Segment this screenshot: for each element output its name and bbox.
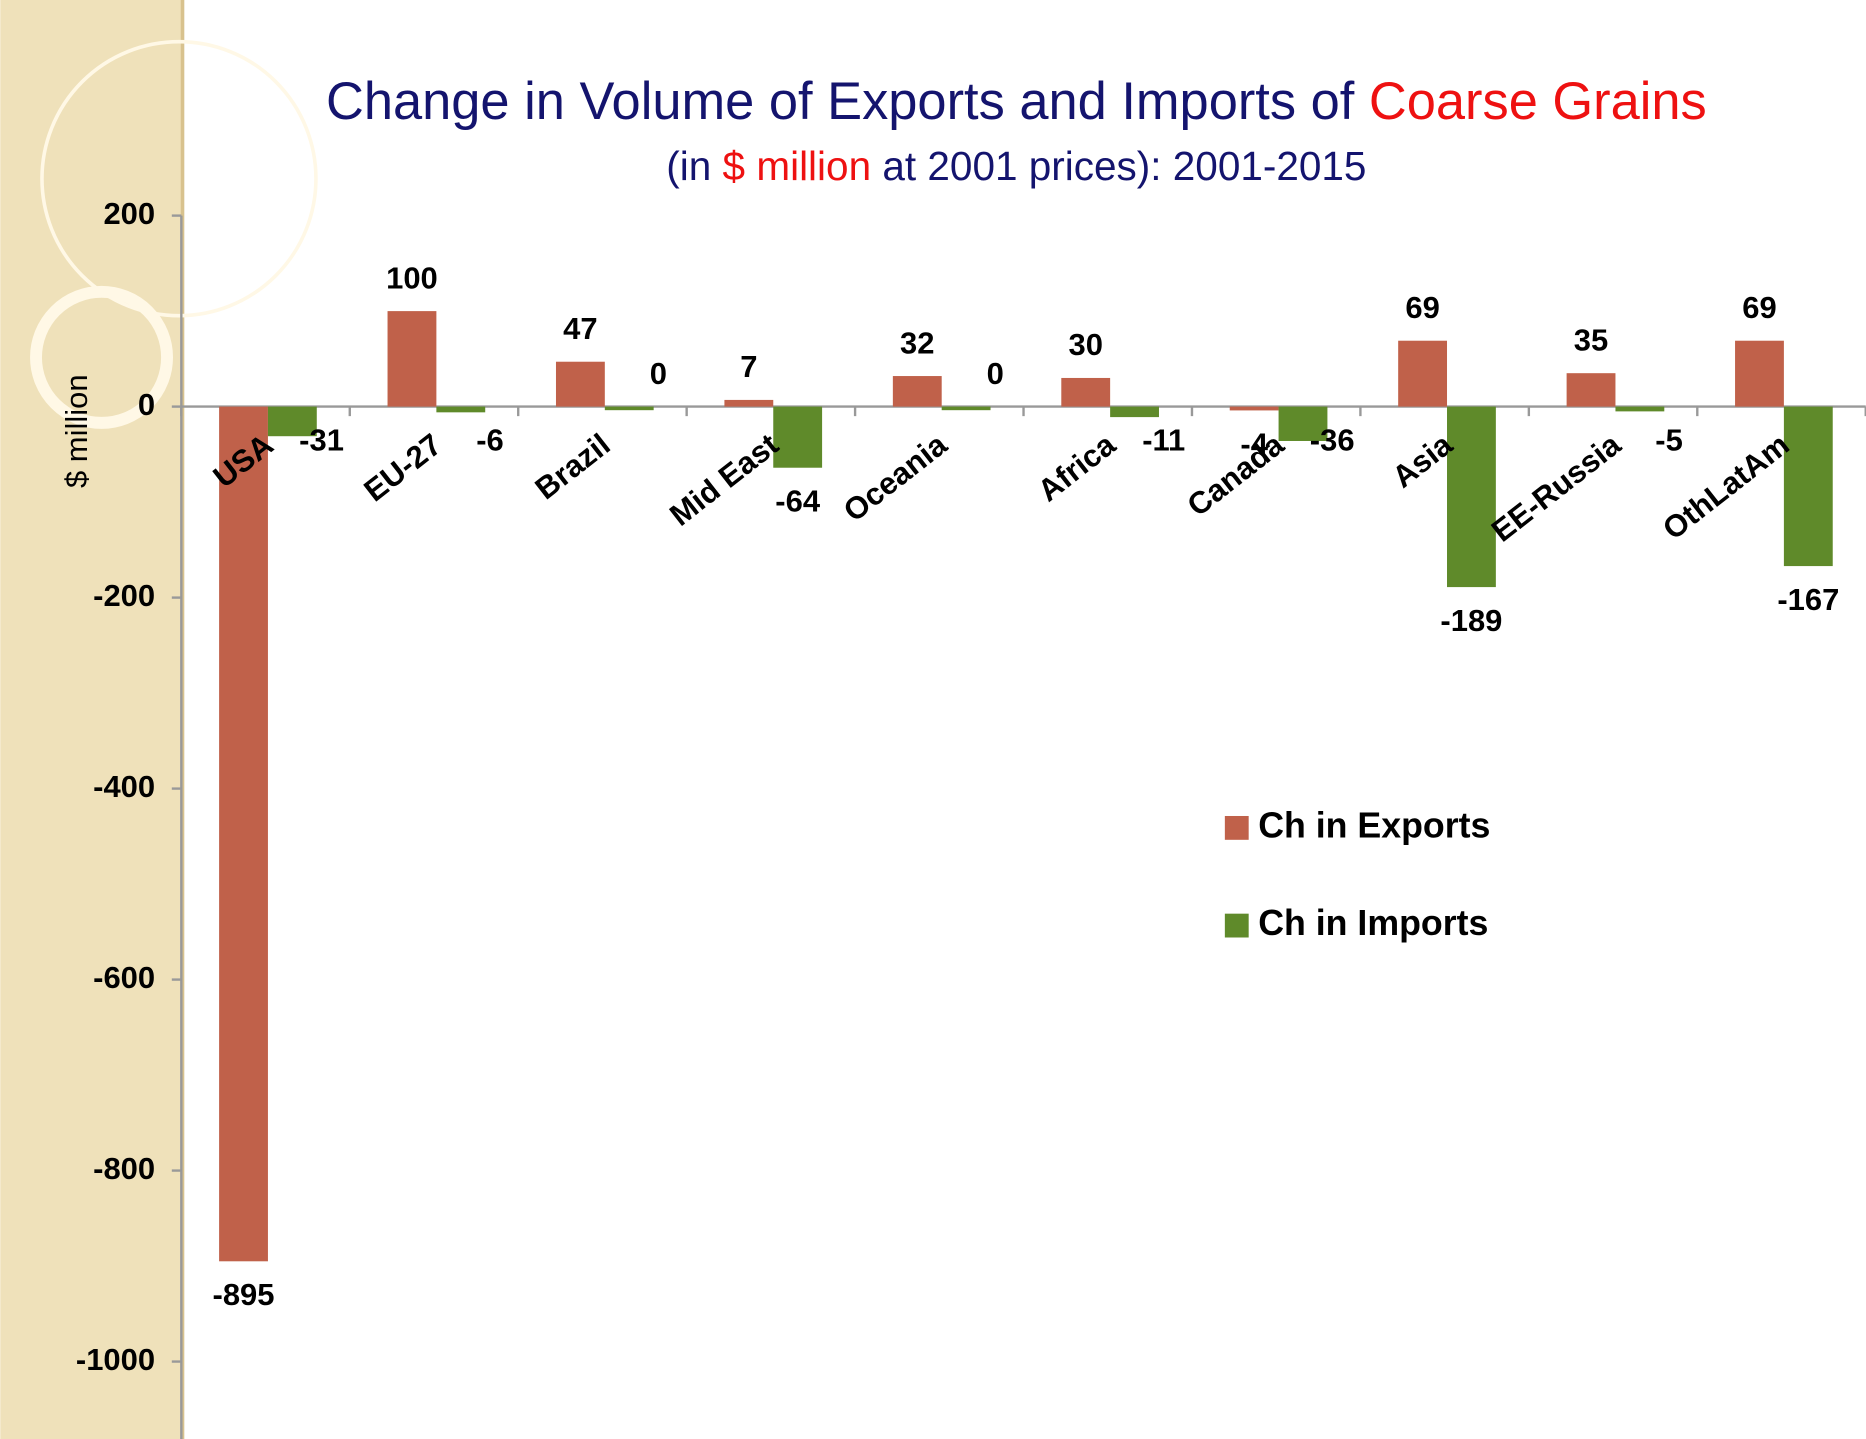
bar — [604, 406, 654, 411]
x-tick-label: Canada — [1181, 426, 1291, 523]
chart-subtitle: (in $ million at 2001 prices): 2001-2015 — [666, 143, 1366, 189]
data-label: -36 — [1310, 423, 1355, 458]
x-tick-label: Africa — [1031, 426, 1122, 508]
bar — [436, 406, 486, 413]
bar — [892, 376, 942, 407]
x-tick-label: Mid East — [663, 427, 785, 533]
data-label: -5 — [1655, 423, 1683, 458]
data-label: -167 — [1777, 582, 1839, 617]
data-label: 7 — [740, 349, 757, 384]
data-label: 32 — [900, 325, 934, 360]
x-tick-label: Brazil — [529, 427, 617, 507]
bar — [1278, 406, 1328, 441]
decor-ring — [30, 285, 173, 429]
y-tick-label: -1000 — [76, 1342, 155, 1377]
y-axis-label: $ million — [59, 374, 94, 488]
bar — [267, 406, 317, 437]
bar — [773, 406, 823, 468]
data-label: 47 — [563, 311, 597, 346]
y-tick-label: 0 — [138, 387, 155, 422]
bar — [1398, 340, 1448, 407]
data-label: 0 — [650, 356, 667, 391]
y-tick-label: 200 — [103, 196, 155, 231]
bar — [1566, 373, 1616, 407]
y-tick-label: -400 — [93, 769, 155, 804]
y-tick-label: -800 — [93, 1151, 155, 1186]
bar — [387, 311, 437, 407]
y-tick-label: -200 — [93, 578, 155, 613]
legend-label: Ch in Imports — [1258, 903, 1488, 943]
x-tick-label: Oceania — [837, 426, 954, 528]
bar — [1615, 406, 1665, 412]
data-label: -6 — [476, 423, 504, 458]
bar — [219, 406, 268, 1262]
data-label: -4 — [1240, 426, 1268, 461]
data-label: 69 — [1405, 290, 1439, 325]
bar — [941, 406, 991, 411]
x-tick-label: EU-27 — [357, 427, 448, 509]
data-label: -895 — [213, 1277, 275, 1312]
data-label: -189 — [1440, 603, 1502, 638]
bar — [1735, 340, 1784, 407]
chart-title: Change in Volume of Exports and Imports … — [326, 73, 1707, 131]
data-label: 35 — [1574, 322, 1608, 357]
data-label: 100 — [386, 260, 438, 295]
data-label: -11 — [1142, 423, 1185, 458]
bar — [1229, 406, 1279, 411]
bar — [1061, 377, 1111, 407]
bar — [1783, 406, 1833, 567]
bar — [1110, 406, 1159, 418]
bar — [1447, 406, 1496, 588]
bar — [724, 399, 774, 407]
data-label: 30 — [1068, 327, 1102, 362]
y-tick-label: -600 — [93, 960, 155, 995]
data-label: 69 — [1742, 290, 1776, 325]
legend-label: Ch in Exports — [1258, 805, 1490, 845]
bar — [555, 361, 605, 407]
legend-swatch — [1224, 815, 1249, 840]
data-label: -64 — [775, 484, 821, 519]
data-label: 0 — [987, 356, 1004, 391]
decor-arc — [40, 39, 318, 318]
data-label: -31 — [299, 423, 344, 458]
x-tick-label: EE-Russia — [1485, 426, 1628, 548]
legend-swatch — [1224, 913, 1249, 938]
side-band — [0, 0, 183, 1439]
